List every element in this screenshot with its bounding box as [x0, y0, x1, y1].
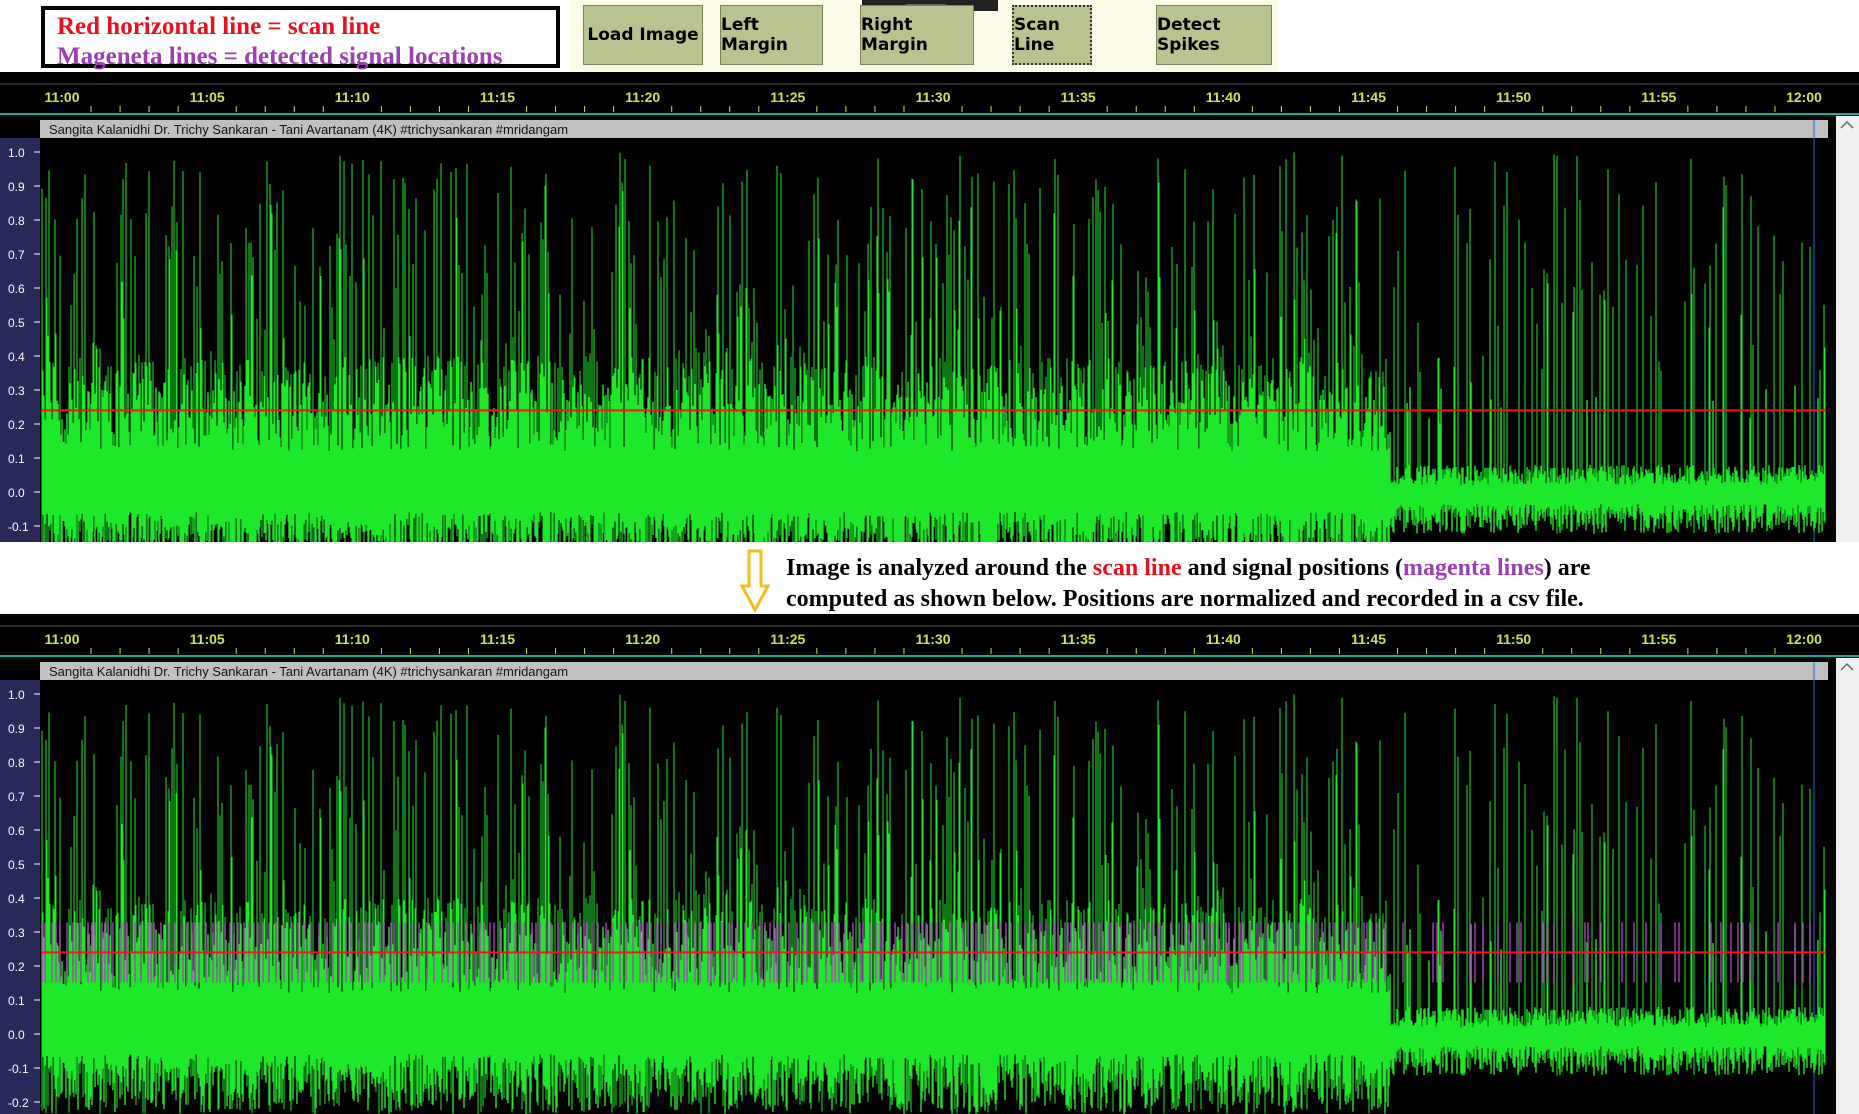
- timeline-tick-label: 12:00: [1786, 89, 1822, 105]
- timeline-tick-label: 11:35: [1061, 631, 1096, 647]
- scroll-up-icon: [1840, 120, 1854, 129]
- timeline-tick-label: 11:50: [1496, 631, 1531, 647]
- timeline-ruler: [0, 614, 1859, 654]
- amplitude-tick-label: 0.3: [8, 384, 25, 398]
- waveform-panel-top: 11:00 11:05 11:10 11:15 11:20 11:25 11:30 11:35…: [0, 72, 1859, 542]
- track-title: Sangita Kalanidhi Dr. Trichy Sankaran - …: [49, 122, 568, 137]
- amplitude-tick-label: 1.0: [8, 146, 25, 160]
- timeline-tick-label: 11:20: [625, 89, 660, 105]
- amplitude-tick-label: 0.8: [8, 756, 25, 770]
- annotation-text-3: ) are: [1543, 555, 1591, 581]
- waveform-svg: 11:00 11:05 11:10 11:15 11:20 11:25 11:30 11:35…: [0, 72, 1859, 542]
- vertical-scrollbar: [1836, 658, 1859, 1114]
- amplitude-tick-label: 1.0: [8, 688, 25, 702]
- analysis-annotation: Image is analyzed around the scan line a…: [786, 553, 1846, 615]
- amplitude-tick-label: -0.2: [8, 1096, 29, 1110]
- amplitude-axis: [0, 680, 40, 1114]
- timeline-tick-label: 11:20: [625, 631, 660, 647]
- amplitude-tick-label: -0.1: [8, 520, 29, 534]
- timeline-tick-label: 12:00: [1786, 631, 1822, 647]
- timeline-tick-label: 11:50: [1496, 89, 1531, 105]
- vertical-scrollbar: [1836, 116, 1859, 542]
- amplitude-tick-label: 0.1: [8, 452, 25, 466]
- amplitude-tick-label: 0.6: [8, 282, 25, 296]
- annotation-text-1: Image is analyzed around the: [786, 555, 1093, 581]
- down-arrow-icon: [740, 549, 770, 614]
- amplitude-tick-label: 0.2: [8, 960, 25, 974]
- timeline-tick-label: 11:10: [335, 89, 370, 105]
- timeline-tick-label: 11:40: [1206, 89, 1241, 105]
- right-margin-button[interactable]: Right Margin: [860, 5, 974, 65]
- timeline-tick-label: 11:45: [1351, 89, 1386, 105]
- timeline-ruler: [0, 72, 1859, 112]
- timeline-tick-label: 11:25: [770, 631, 805, 647]
- amplitude-axis: [0, 138, 40, 542]
- timeline-tick-label: 11:40: [1206, 631, 1241, 647]
- amplitude-tick-label: 0.7: [8, 248, 25, 262]
- timeline-tick-label: 11:05: [190, 631, 225, 647]
- timeline-tick-label: 11:05: [190, 89, 225, 105]
- track-title: Sangita Kalanidhi Dr. Trichy Sankaran - …: [49, 664, 568, 679]
- amplitude-tick-label: 0.9: [8, 722, 25, 736]
- amplitude-tick-label: 0.4: [8, 350, 25, 364]
- legend-box: Red horizontal line = scan line Mageneta…: [41, 6, 560, 70]
- annotation-scan-line: scan line: [1092, 555, 1182, 581]
- timeline-tick-label: 11:15: [480, 89, 515, 105]
- load-image-button[interactable]: Load Image: [583, 5, 703, 65]
- amplitude-tick-label: 0.5: [8, 858, 25, 872]
- waveform-spikes: [41, 152, 1826, 542]
- annotation-line-2: computed as shown below. Positions are n…: [786, 586, 1584, 612]
- waveform-body: [43, 922, 1824, 1114]
- amplitude-tick-label: 0.7: [8, 790, 25, 804]
- legend-scan-line-text: Red horizontal line = scan line: [57, 13, 381, 40]
- timeline-tick-label: 11:10: [335, 631, 370, 647]
- amplitude-tick-label: 0.5: [8, 316, 25, 330]
- waveform-svg: 11:00 11:05 11:10 11:15 11:20 11:25 11:30 11:35…: [0, 614, 1859, 1114]
- timeline-tick-label: 11:35: [1061, 89, 1096, 105]
- timeline-tick-label: 11:00: [44, 89, 79, 105]
- timeline-tick-label: 11:25: [770, 89, 805, 105]
- amplitude-tick-label: 0.6: [8, 824, 25, 838]
- scroll-up-icon: [1840, 662, 1854, 671]
- scan-line-button[interactable]: Scan Line: [1012, 5, 1092, 65]
- detect-spikes-button[interactable]: Detect Spikes: [1156, 5, 1272, 65]
- amplitude-tick-label: 0.0: [8, 486, 25, 500]
- amplitude-tick-label: 0.8: [8, 214, 25, 228]
- timeline-tick-label: 11:00: [44, 631, 79, 647]
- timeline-tick-label: 11:55: [1641, 89, 1676, 105]
- left-margin-button[interactable]: Left Margin: [720, 5, 823, 65]
- legend-signal-text: Mageneta lines = detected signal locatio…: [57, 43, 503, 70]
- amplitude-tick-label: 0.4: [8, 892, 25, 906]
- timeline-tick-label: 11:55: [1641, 631, 1676, 647]
- track-title-bar: [40, 662, 1828, 680]
- timeline-tick-label: 11:45: [1351, 631, 1386, 647]
- timeline-tick-label: 11:30: [915, 631, 950, 647]
- amplitude-tick-label: 0.9: [8, 180, 25, 194]
- amplitude-tick-label: 0.0: [8, 1028, 25, 1042]
- waveform-panel-bottom: 11:00 11:05 11:10 11:15 11:20 11:25 11:30 11:35…: [0, 614, 1859, 1114]
- annotation-magenta-lines: magenta lines: [1403, 555, 1544, 581]
- waveform-body: [43, 380, 1824, 542]
- annotation-text-2: and signal positions (: [1181, 555, 1404, 581]
- waveform-spikes: [41, 694, 1826, 1114]
- timeline-tick-label: 11:30: [915, 89, 950, 105]
- amplitude-tick-label: 0.2: [8, 418, 25, 432]
- amplitude-tick-label: 0.1: [8, 994, 25, 1008]
- timeline-tick-label: 11:15: [480, 631, 515, 647]
- amplitude-tick-label: -0.1: [8, 1062, 29, 1076]
- track-title-bar: [40, 120, 1828, 138]
- amplitude-tick-label: 0.3: [8, 926, 25, 940]
